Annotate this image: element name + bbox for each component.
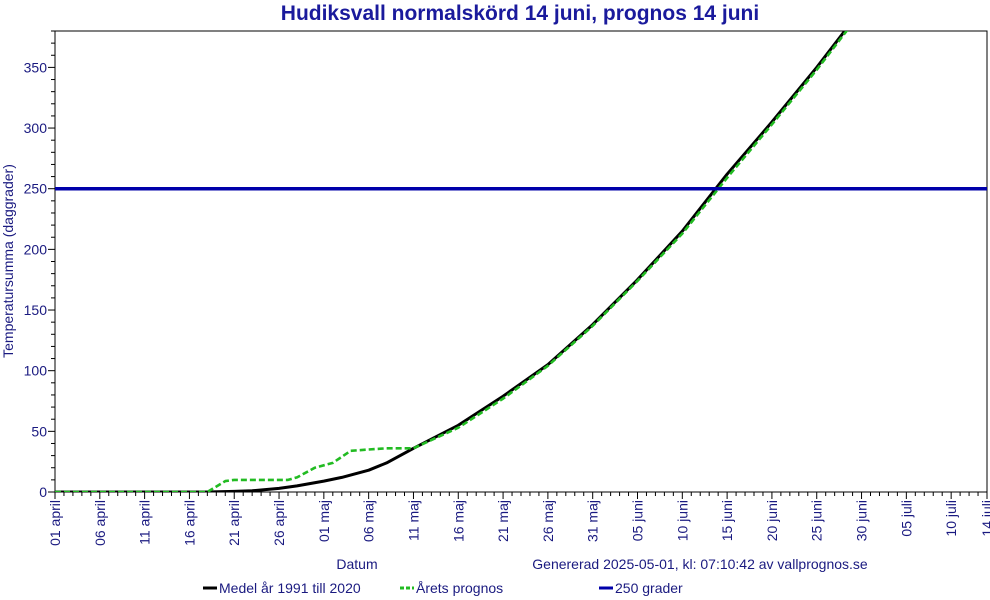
generated-note: Genererad 2025-05-01, kl: 07:10:42 av va… bbox=[532, 556, 868, 572]
legend: Medel år 1991 till 2020 Årets prognos 250 … bbox=[203, 580, 683, 596]
x-tick-label: 16 april bbox=[181, 500, 197, 546]
x-tick-label: 31 maj bbox=[585, 500, 601, 542]
y-axis-title: Temperatursumma (daggrader) bbox=[0, 164, 16, 358]
legend-label: 250 grader bbox=[615, 580, 683, 596]
x-tick-label: 10 juni bbox=[674, 500, 690, 541]
x-tick-label: 26 april bbox=[271, 500, 287, 546]
x-axis-title: Datum bbox=[336, 556, 377, 572]
chart-title: Hudiksvall normalskörd 14 juni, prognos … bbox=[280, 2, 760, 25]
x-tick-label: 06 maj bbox=[361, 500, 377, 542]
plot-frame bbox=[54, 30, 988, 493]
y-tick-label: 0 bbox=[39, 484, 47, 500]
series-prognos-line bbox=[55, 31, 849, 492]
y-tick-label: 150 bbox=[24, 302, 48, 318]
x-tick-label: 10 juli bbox=[943, 500, 959, 537]
x-tick-label: 11 maj bbox=[405, 500, 421, 541]
y-tick-label: 50 bbox=[31, 423, 47, 439]
y-tick-label: 250 bbox=[24, 181, 48, 197]
x-tick-label: 01 april bbox=[47, 500, 63, 546]
legend-label: Årets prognos bbox=[416, 580, 503, 596]
y-tick-label: 350 bbox=[24, 59, 48, 75]
x-tick-label: 16 maj bbox=[450, 500, 466, 542]
x-tick-label: 11 april bbox=[137, 500, 153, 545]
x-tick-label: 21 april bbox=[226, 500, 242, 546]
x-tick-label: 25 juni bbox=[809, 500, 825, 541]
x-tick-label: 30 juni bbox=[854, 500, 870, 541]
x-tick-label: 05 juli bbox=[898, 500, 914, 537]
y-tick-label: 300 bbox=[24, 120, 48, 136]
x-tick-label: 01 maj bbox=[316, 500, 332, 542]
y-tick-label: 100 bbox=[24, 363, 48, 379]
series-medel-line bbox=[55, 31, 847, 492]
x-tick-label: 20 juni bbox=[764, 500, 780, 541]
x-tick-label: 21 maj bbox=[495, 500, 511, 542]
x-tick-label: 05 juni bbox=[630, 500, 646, 541]
x-tick-label: 06 april bbox=[92, 500, 108, 546]
x-tick-label: 14 juli bbox=[979, 500, 990, 537]
legend-label: Medel år 1991 till 2020 bbox=[219, 580, 361, 596]
x-tick-label: 26 maj bbox=[540, 500, 556, 542]
y-tick-label: 200 bbox=[24, 241, 48, 257]
series-layer bbox=[55, 31, 987, 492]
plot-area bbox=[54, 30, 988, 493]
x-axis: 01 april 06 april 11 april 16 april 21 april… bbox=[47, 492, 990, 546]
x-tick-label: 15 juni bbox=[719, 500, 735, 541]
y-axis: 0 50 100 150 200 250 300 350 bbox=[24, 30, 55, 500]
